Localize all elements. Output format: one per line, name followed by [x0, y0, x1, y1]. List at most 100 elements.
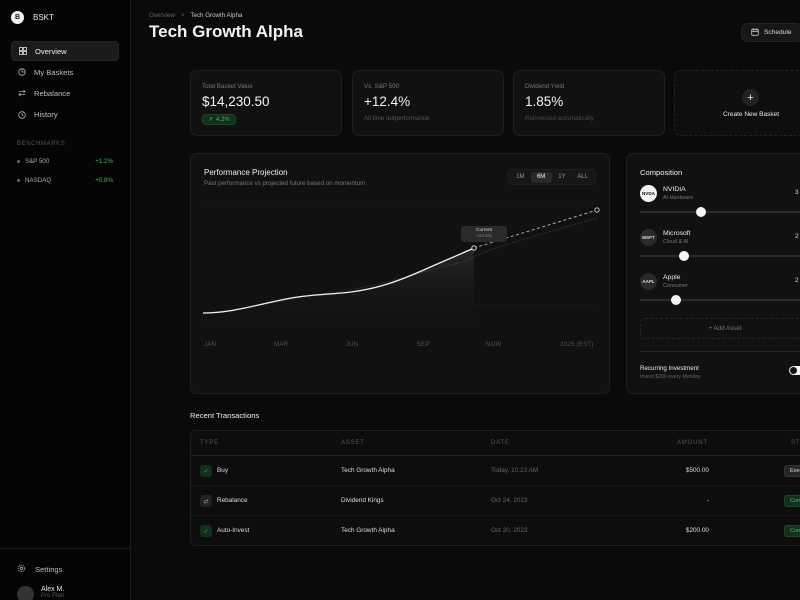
- sidebar-item-label: Rebalance: [34, 88, 71, 98]
- benchmark-nasdaq[interactable]: NASDAQ +0.8%: [17, 177, 113, 184]
- table-row[interactable]: ✓ Buy Tech Growth Alpha Today, 10:23 AM …: [191, 456, 800, 486]
- recurring-toggle[interactable]: [789, 366, 800, 375]
- column-header-date[interactable]: DATE: [491, 440, 510, 446]
- change-badge-value: 4.2%: [216, 116, 230, 123]
- breadcrumb-current: Tech Growth Alpha: [190, 12, 243, 19]
- column-header-status[interactable]: STATUS: [791, 440, 800, 446]
- stat-label: Total Basket Value: [202, 83, 253, 90]
- slider-thumb[interactable]: [671, 295, 681, 305]
- stat-value: +12.4%: [364, 94, 411, 109]
- stat-card-total-value: Total Basket Value $14,230.50 ↗ 4.2%: [190, 70, 342, 136]
- stat-value: 1.85%: [525, 94, 564, 109]
- range-tab-1y[interactable]: 1Y: [558, 173, 566, 180]
- range-tab-all[interactable]: ALL: [577, 173, 588, 180]
- range-tab-1m[interactable]: 1M: [516, 173, 525, 180]
- divider: [0, 548, 131, 549]
- sidebar-item-label: History: [34, 110, 58, 120]
- chart-tooltip: Current +24.5%: [461, 226, 507, 242]
- add-asset-button[interactable]: + Add Asset: [640, 318, 800, 339]
- history-icon: [17, 110, 26, 119]
- allocation-slider[interactable]: [640, 295, 800, 305]
- x-tick: 2025 (EST): [560, 342, 594, 348]
- tx-amount: -: [706, 497, 709, 504]
- benchmark-sp500[interactable]: S&P 500 +1.2%: [17, 158, 113, 165]
- tx-amount: $500.00: [685, 467, 709, 474]
- calendar-icon: [751, 27, 759, 38]
- tx-amount: $200.00: [685, 527, 709, 534]
- asset-category: Consumer: [663, 283, 688, 289]
- x-tick: JUN: [346, 342, 359, 348]
- composition-card: Composition NVDA NVIDIA AI Hardware 3 MS…: [626, 153, 800, 394]
- gear-icon: [17, 564, 26, 575]
- column-header-type[interactable]: TYPE: [200, 440, 219, 446]
- plus-icon: +: [742, 89, 759, 106]
- main-content: Overview > Tech Growth Alpha Tech Growth…: [131, 0, 800, 600]
- tx-date: Oct 20, 2023: [491, 527, 528, 534]
- stat-card-vs-sp500: Vs. S&P 500 +12.4% All time outperforman…: [352, 70, 504, 136]
- tx-date: Oct 24, 2023: [491, 497, 528, 504]
- tx-date: Today, 10:23 AM: [491, 467, 539, 474]
- asset-name: Microsoft: [663, 230, 691, 237]
- trend-up-icon: ↗: [208, 117, 214, 123]
- performance-chart-card: Performance Projection Past performance …: [190, 153, 610, 394]
- x-tick: SEP: [417, 342, 430, 348]
- chevron-right-icon: >: [180, 12, 185, 19]
- create-basket-button[interactable]: + Create New Basket: [674, 70, 800, 136]
- tooltip-value: +24.5%: [476, 233, 492, 238]
- sidebar-item-overview[interactable]: Overview: [11, 41, 119, 61]
- sidebar-item-label: My Baskets: [34, 67, 74, 77]
- schedule-label: Schedule: [764, 29, 792, 36]
- sidebar-item-history[interactable]: History: [11, 105, 119, 125]
- stat-label: Dividend Yield: [525, 83, 565, 90]
- slider-thumb[interactable]: [679, 251, 689, 261]
- create-basket-label: Create New Basket: [723, 111, 779, 118]
- allocation-slider[interactable]: [640, 207, 800, 217]
- tooltip-title: Current: [476, 228, 492, 233]
- brand[interactable]: B BSKT: [11, 11, 54, 24]
- avatar: [17, 586, 34, 600]
- user-plan: Pro Plan: [41, 593, 65, 599]
- stat-value: $14,230.50: [202, 94, 270, 109]
- tx-type: Rebalance: [217, 497, 248, 504]
- range-tab-6m[interactable]: 6M: [530, 171, 552, 183]
- swap-icon: ⇄: [200, 495, 212, 507]
- status-badge: Completed: [784, 495, 800, 507]
- status-badge: Executing: [784, 465, 800, 477]
- asset-logo: MSFT: [640, 229, 657, 246]
- page-title: Tech Growth Alpha: [149, 22, 303, 41]
- change-badge: ↗ 4.2%: [202, 114, 236, 125]
- bullet-icon: [17, 159, 20, 163]
- asset-category: AI Hardware: [663, 195, 693, 201]
- user-profile[interactable]: Alex M. Pro Plan: [17, 586, 64, 600]
- schedule-button[interactable]: Schedule: [741, 23, 800, 42]
- sidebar-item-rebalance[interactable]: Rebalance: [11, 83, 119, 103]
- status-badge: Completed: [784, 525, 800, 537]
- sidebar-item-my-baskets[interactable]: My Baskets: [11, 62, 119, 82]
- check-icon: ✓: [200, 525, 212, 537]
- user-name: Alex M.: [41, 586, 65, 593]
- settings-link[interactable]: Settings: [17, 564, 62, 575]
- stat-sub: Reinvested automatically: [525, 115, 594, 122]
- performance-line-chart[interactable]: [191, 154, 611, 395]
- table-row[interactable]: ⇄ Rebalance Dividend Kings Oct 24, 2023 …: [191, 486, 800, 516]
- table-row[interactable]: ✓ Auto-Invest Tech Growth Alpha Oct 20, …: [191, 516, 800, 545]
- stat-sub: All time outperformance: [364, 115, 430, 122]
- column-header-amount[interactable]: AMOUNT: [677, 440, 708, 446]
- breadcrumb-parent[interactable]: Overview: [149, 12, 175, 19]
- divider: [640, 351, 800, 352]
- allocation-slider[interactable]: [640, 251, 800, 261]
- asset-name: NVIDIA: [663, 186, 686, 193]
- range-selector: 1M 6M 1Y ALL: [507, 169, 596, 185]
- chart-title: Performance Projection: [204, 168, 288, 177]
- asset-logo: AAPL: [640, 273, 657, 290]
- x-tick: JAN: [204, 342, 217, 348]
- asset-logo: NVDA: [640, 185, 657, 202]
- composition-title: Composition: [640, 168, 683, 177]
- column-header-asset[interactable]: ASSET: [341, 440, 365, 446]
- slider-thumb[interactable]: [696, 207, 706, 217]
- tx-type: Auto-Invest: [217, 527, 250, 534]
- stat-label: Vs. S&P 500: [364, 83, 399, 90]
- stat-card-dividend-yield: Dividend Yield 1.85% Reinvested automati…: [513, 70, 665, 136]
- tx-asset: Tech Growth Alpha: [341, 527, 395, 534]
